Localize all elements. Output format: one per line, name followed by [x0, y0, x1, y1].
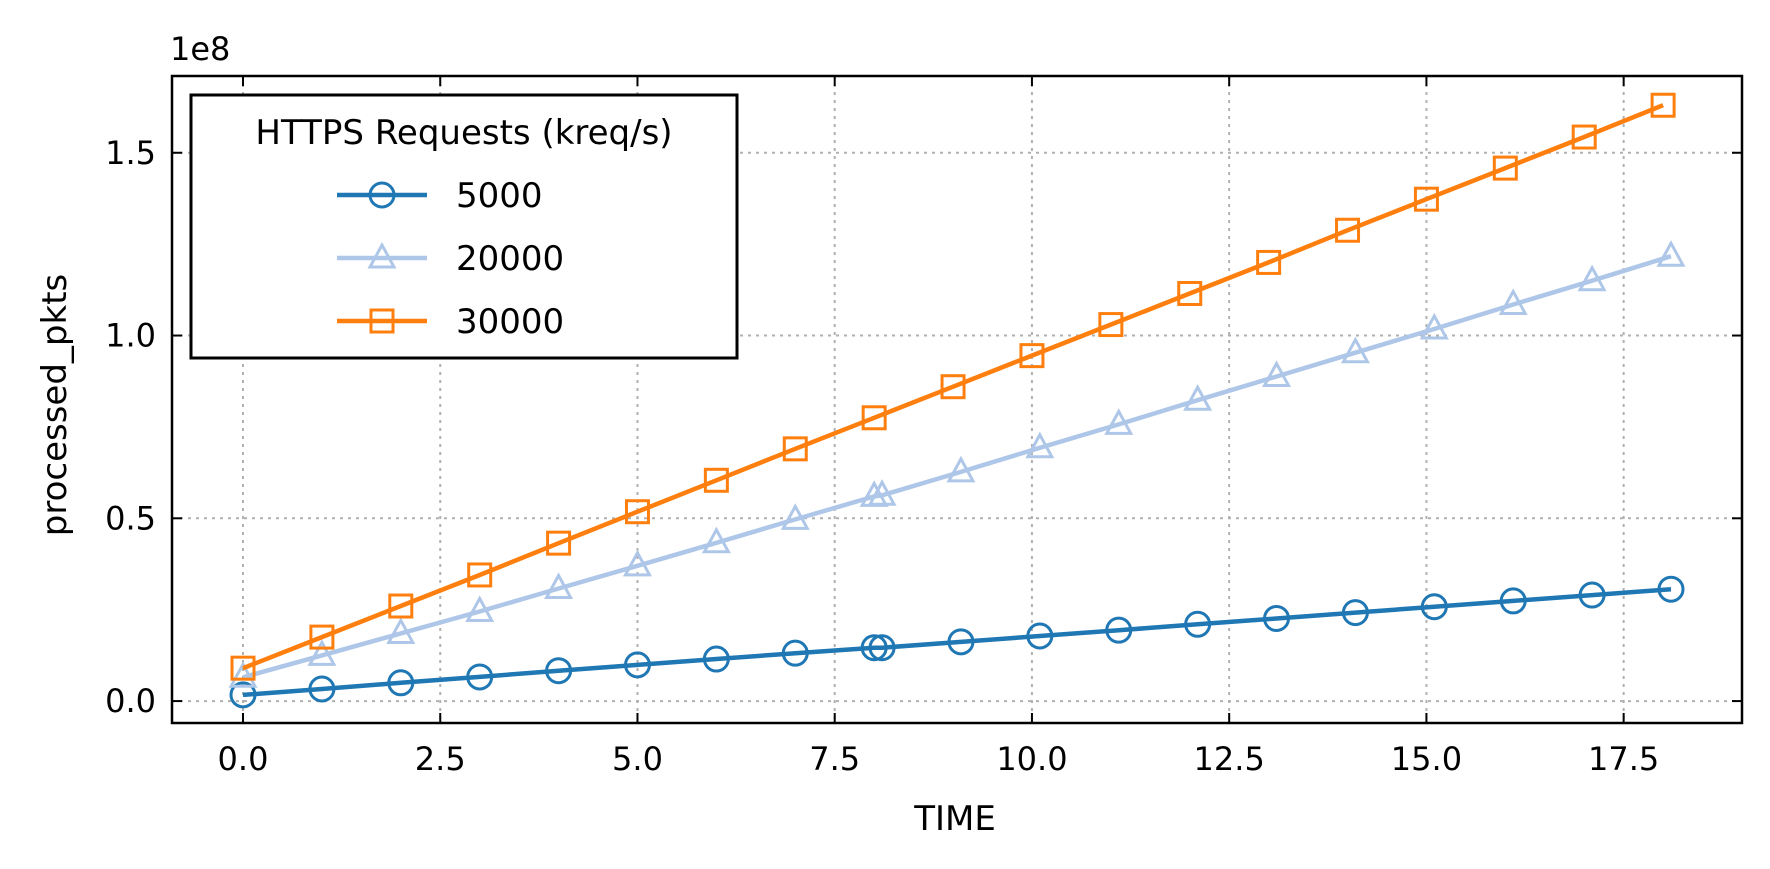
data-point [946, 455, 976, 483]
x-tick-label: 10.0 [996, 740, 1067, 778]
legend-entry: 5000 [337, 176, 543, 216]
data-point [702, 645, 730, 673]
data-point [1413, 186, 1439, 212]
data-point [1025, 431, 1055, 459]
y-axis-label: processed_pkts [35, 274, 75, 536]
y-tick-label: 0.5 [105, 499, 156, 537]
series-5000 [229, 575, 1685, 709]
data-point [546, 530, 572, 556]
x-tick-label: 2.5 [415, 740, 466, 778]
legend-box [189, 93, 739, 360]
data-point [387, 669, 415, 697]
legend-label: 30000 [456, 302, 564, 342]
data-point [1183, 384, 1213, 411]
data-point [1578, 581, 1606, 609]
data-point [230, 655, 256, 681]
data-point [781, 639, 809, 667]
data-point [624, 499, 650, 525]
data-point [867, 479, 897, 506]
series-line [242, 254, 1672, 680]
data-point [1026, 622, 1054, 650]
data-point [465, 595, 495, 623]
series-20000 [228, 240, 1686, 688]
data-point [1019, 343, 1045, 369]
data-point [1105, 616, 1133, 644]
series-line [242, 103, 1664, 671]
x-tick-label: 15.0 [1391, 740, 1462, 778]
grid [172, 76, 1742, 723]
data-point [307, 639, 337, 666]
data-point [309, 624, 335, 650]
data-point [544, 572, 574, 599]
legend-marker [367, 241, 397, 269]
data-point [1577, 264, 1607, 292]
data-point [1335, 217, 1361, 243]
data-point [1177, 280, 1203, 306]
data-point [386, 617, 416, 644]
data-point [466, 663, 494, 691]
legend-entry: 30000 [337, 302, 564, 342]
data-point [1098, 312, 1124, 338]
data-point [1650, 92, 1676, 118]
data-point [1256, 249, 1282, 275]
data-point [622, 549, 653, 577]
legend-entry: 20000 [337, 239, 564, 279]
series-group [228, 92, 1686, 709]
tick-labels: 0.0 2.5 5.0 7.5 10.0 12.5 15.0 17.5 0.0 0.5 1.0 1.5 [105, 134, 1659, 778]
data-point [1419, 312, 1449, 340]
data-point [782, 436, 808, 462]
data-point [868, 634, 896, 662]
data-point [861, 405, 887, 431]
x-tick-label: 0.0 [218, 740, 269, 778]
x-tick-label: 5.0 [612, 740, 663, 778]
y-tick-label: 1.5 [105, 134, 156, 172]
data-point [1184, 610, 1212, 638]
data-point [1571, 124, 1597, 150]
legend-label: 20000 [456, 239, 564, 279]
data-point [388, 593, 414, 619]
legend-marker [369, 308, 395, 334]
data-point [947, 628, 975, 656]
data-point [228, 661, 258, 688]
y-tick-label: 0.0 [105, 682, 156, 720]
legend-entries: 5000 20000 30000 [337, 176, 564, 342]
data-point [229, 681, 257, 709]
data-point [1498, 288, 1528, 315]
data-point [1263, 604, 1291, 632]
x-tick-label: 7.5 [809, 740, 860, 778]
legend-title: HTTPS Requests (kreq/s) [255, 113, 672, 153]
data-point [308, 675, 336, 703]
plot-frame [170, 74, 1744, 725]
data-point [467, 562, 493, 588]
y-tick-label: 1.0 [105, 317, 156, 355]
data-point [1341, 599, 1369, 627]
data-point [1340, 336, 1370, 364]
data-point [1492, 155, 1518, 181]
y-offset-label: 1e8 [170, 30, 230, 68]
data-point [1104, 408, 1134, 435]
series-30000 [230, 92, 1676, 681]
data-point [1499, 587, 1527, 615]
data-point [545, 657, 573, 685]
data-point [780, 503, 810, 530]
data-point [1657, 575, 1685, 603]
legend: HTTPS Requests (kreq/s) 5000 20000 30000 [189, 93, 739, 360]
data-point [701, 526, 731, 554]
data-point [1420, 593, 1448, 621]
data-point [703, 467, 729, 493]
data-point [1261, 360, 1292, 387]
x-tick-label: 17.5 [1588, 740, 1659, 778]
data-point [1656, 240, 1686, 267]
data-point [623, 651, 651, 679]
data-point [940, 374, 966, 400]
x-axis-label: TIME [913, 799, 996, 839]
x-tick-label: 12.5 [1194, 740, 1265, 778]
legend-marker [368, 181, 396, 209]
data-point [860, 634, 888, 662]
legend-label: 5000 [456, 176, 543, 216]
ticks [172, 76, 1742, 723]
